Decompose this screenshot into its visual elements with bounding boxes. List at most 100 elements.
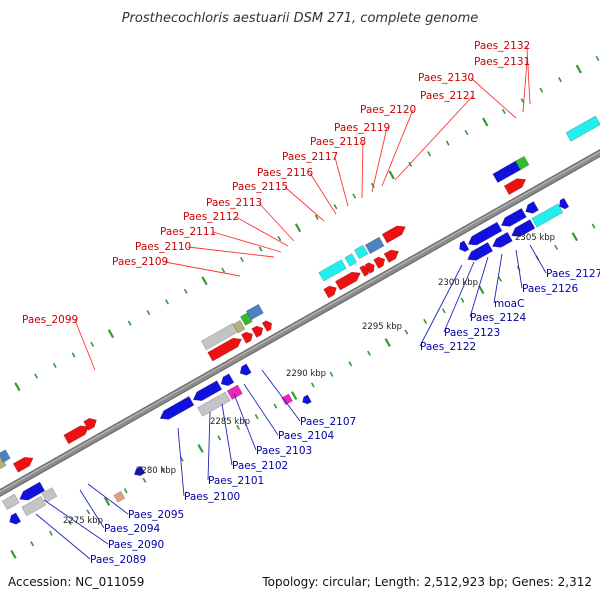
- lower-gene-label: moaC: [494, 298, 524, 310]
- lower-leader: [233, 393, 257, 451]
- upper-gene-8-shape: [251, 325, 264, 338]
- upper-gene-10: [232, 320, 246, 334]
- lower-gene-7-shape: [220, 373, 235, 387]
- scale-label-kbp: 2280 kbp: [136, 466, 176, 476]
- lower-leader: [87, 483, 129, 515]
- upper-row-tick: [595, 55, 600, 62]
- upper-leader: [74, 319, 96, 371]
- lower-row-tick: [30, 541, 35, 547]
- lower-row-tick: [460, 297, 465, 303]
- upper-gene-9-shape: [261, 320, 272, 332]
- lower-row-tick: [571, 232, 578, 242]
- upper-gene-24: [503, 178, 527, 196]
- upper-gene-4: [83, 417, 97, 431]
- lower-gene-19: [559, 197, 570, 210]
- upper-gene-label: Paes_2130: [418, 72, 474, 84]
- lower-gene-16: [492, 231, 513, 248]
- lower-gene-label: Paes_2126: [522, 283, 579, 295]
- lower-leader: [207, 411, 211, 481]
- lower-row-tick: [86, 509, 91, 515]
- lower-gene-10: [239, 363, 252, 376]
- upper-row-tick: [34, 373, 39, 379]
- lower-row-tick: [404, 329, 409, 335]
- lower-row-tick: [236, 424, 240, 430]
- lower-gene-8-shape: [197, 391, 231, 417]
- gene-features: [0, 115, 600, 525]
- lower-row-tick: [290, 391, 298, 400]
- upper-gene-label: Paes_2121: [420, 90, 476, 102]
- upper-gene-18: [353, 244, 369, 260]
- upper-row-tick: [107, 329, 115, 339]
- upper-gene-22: [364, 236, 385, 255]
- upper-gene-label: Paes_2109: [112, 256, 168, 268]
- upper-gene-11: [240, 312, 253, 326]
- scale-label-kbp: 2275 kbp: [63, 516, 103, 526]
- upper-gene-19-shape: [364, 262, 375, 274]
- lower-gene-3-shape: [41, 487, 58, 503]
- upper-row-tick: [221, 267, 226, 273]
- scale-label-kbp: 2305 kbp: [515, 233, 555, 243]
- upper-gene-label: Paes_2117: [282, 151, 338, 163]
- lower-gene-label: Paes_2089: [90, 554, 146, 566]
- lower-gene-1: [19, 481, 46, 501]
- lower-row-tick: [384, 338, 391, 348]
- lower-gene-12-shape: [467, 221, 503, 246]
- upper-gene-label: Paes_2118: [310, 136, 366, 148]
- upper-gene-21-shape: [383, 249, 400, 263]
- upper-row-tick: [258, 246, 263, 252]
- lower-row-tick: [441, 308, 446, 314]
- upper-leader: [381, 109, 414, 187]
- upper-gene-1: [0, 456, 7, 473]
- upper-leader: [258, 202, 295, 242]
- lower-gene-9-shape: [226, 384, 243, 400]
- lower-gene-13: [500, 207, 527, 227]
- upper-row-tick: [482, 117, 489, 127]
- upper-gene-label: Paes_2112: [183, 211, 239, 223]
- lower-gene-small-1-shape: [281, 393, 294, 406]
- upper-gene-27-shape: [565, 115, 600, 142]
- scale-label-kbp: 2295 kbp: [362, 322, 402, 332]
- lower-gene-4-shape: [9, 512, 22, 525]
- upper-leader: [235, 216, 289, 247]
- upper-gene-label: Paes_2110: [135, 241, 191, 253]
- upper-gene-8: [251, 325, 264, 338]
- lower-gene-small-0-shape: [133, 465, 146, 477]
- upper-gene-4-shape: [83, 417, 97, 431]
- lower-gene-5-shape: [159, 396, 195, 420]
- upper-gene-9: [261, 320, 272, 332]
- upper-row-tick: [14, 382, 21, 392]
- lower-gene-12: [467, 221, 503, 246]
- scale-label-kbp: 2300 kbp: [438, 278, 478, 288]
- lower-leader: [529, 244, 547, 274]
- upper-gene-21: [383, 249, 400, 263]
- upper-gene-12: [245, 303, 264, 321]
- upper-gene-18-shape: [353, 244, 369, 260]
- upper-leader: [284, 186, 325, 222]
- upper-gene-5: [207, 337, 242, 362]
- upper-gene-label: Paes_2113: [206, 197, 262, 209]
- upper-leader: [212, 231, 282, 253]
- lower-gene-label: Paes_2100: [184, 491, 240, 503]
- upper-gene-26-shape: [515, 155, 530, 171]
- lower-leader: [469, 256, 489, 318]
- lower-gene-4: [9, 512, 22, 525]
- lower-row-tick: [591, 223, 596, 229]
- upper-gene-1-shape: [0, 456, 7, 473]
- lower-gene-11-shape: [459, 240, 470, 253]
- lower-row-tick: [48, 530, 53, 536]
- upper-row-tick: [408, 161, 413, 167]
- upper-row-tick: [314, 214, 319, 220]
- map-title: Prosthecochloris aestuarii DSM 271, comp…: [122, 11, 479, 26]
- lower-leader: [79, 489, 105, 529]
- lower-leader: [261, 369, 301, 422]
- lower-gene-small-1: [281, 393, 294, 406]
- lower-leader: [243, 383, 279, 436]
- upper-gene-14: [334, 271, 361, 291]
- upper-row-tick: [71, 352, 76, 358]
- lower-gene-3: [41, 487, 58, 503]
- upper-row-tick: [127, 320, 132, 326]
- upper-row-tick: [240, 257, 244, 263]
- upper-leader: [309, 172, 337, 215]
- lower-row-tick: [142, 477, 147, 483]
